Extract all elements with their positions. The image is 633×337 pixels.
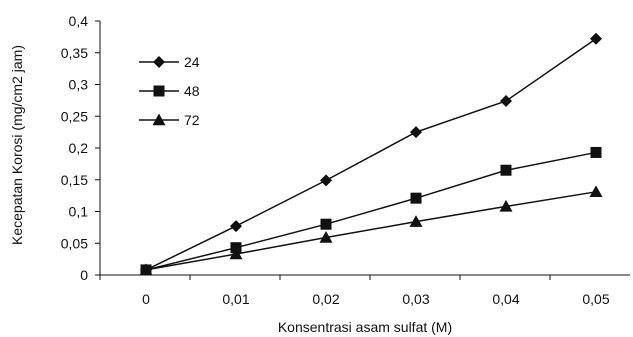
data-point-48 — [500, 164, 512, 176]
x-tick-label: 0,02 — [312, 291, 339, 307]
axis-ticks: 0 0,05 0,1 0,15 0,2 0,25 0,3 0,35 0,4 0 0,01 0,02 0,… — [61, 13, 610, 307]
series-48 — [140, 146, 602, 276]
axes — [99, 21, 630, 276]
y-tick-label: 0,1 — [69, 204, 89, 220]
data-point-24 — [410, 126, 422, 139]
data-point-48 — [320, 218, 332, 230]
x-axis-label: Konsentrasi asam sulfat (M) — [278, 319, 452, 335]
data-point-24 — [590, 32, 602, 45]
x-tick-label: 0,01 — [222, 291, 249, 307]
data-point-48 — [410, 192, 422, 204]
data-point-72 — [499, 199, 513, 212]
y-tick-label: 0 — [80, 267, 88, 283]
legend-label: 24 — [184, 54, 200, 70]
x-tick-label: 0,05 — [582, 291, 609, 307]
series-72 — [139, 185, 603, 276]
x-tick-label: 0 — [142, 291, 150, 307]
data-point-72 — [589, 185, 603, 198]
series-line-24 — [145, 38, 597, 271]
series-group — [139, 32, 603, 276]
y-tick-label: 0,15 — [61, 172, 88, 188]
legend-item-24: 24 — [139, 54, 200, 70]
legend-marker — [153, 56, 165, 68]
y-tick-label: 0,25 — [61, 108, 88, 124]
data-point-72 — [139, 263, 153, 276]
y-tick-label: 0,05 — [61, 235, 88, 251]
series-line-72 — [145, 191, 597, 271]
y-tick-label: 0,35 — [61, 45, 88, 61]
y-tick-label: 0,2 — [69, 140, 89, 156]
data-point-24 — [230, 220, 242, 233]
data-point-24 — [320, 174, 332, 187]
legend: 24 48 72 — [139, 54, 200, 128]
y-axis-label: Kecepatan Korosi (mg/cm2 jam) — [9, 45, 25, 245]
series-24 — [140, 32, 602, 276]
x-tick-label: 0,04 — [492, 291, 519, 307]
legend-item-48: 48 — [139, 83, 200, 99]
data-point-72 — [229, 247, 243, 260]
legend-item-72: 72 — [139, 112, 200, 128]
y-tick-label: 0,4 — [69, 13, 89, 29]
data-point-24 — [500, 95, 512, 108]
data-point-72 — [319, 231, 333, 243]
legend-label: 72 — [184, 112, 200, 128]
legend-marker — [153, 85, 165, 97]
legend-marker — [152, 113, 166, 126]
legend-label: 48 — [184, 83, 200, 99]
data-point-72 — [409, 215, 423, 227]
series-line-48 — [145, 151, 597, 271]
y-tick-label: 0,3 — [69, 77, 89, 93]
x-tick-label: 0,03 — [402, 291, 429, 307]
data-point-48 — [590, 146, 602, 158]
